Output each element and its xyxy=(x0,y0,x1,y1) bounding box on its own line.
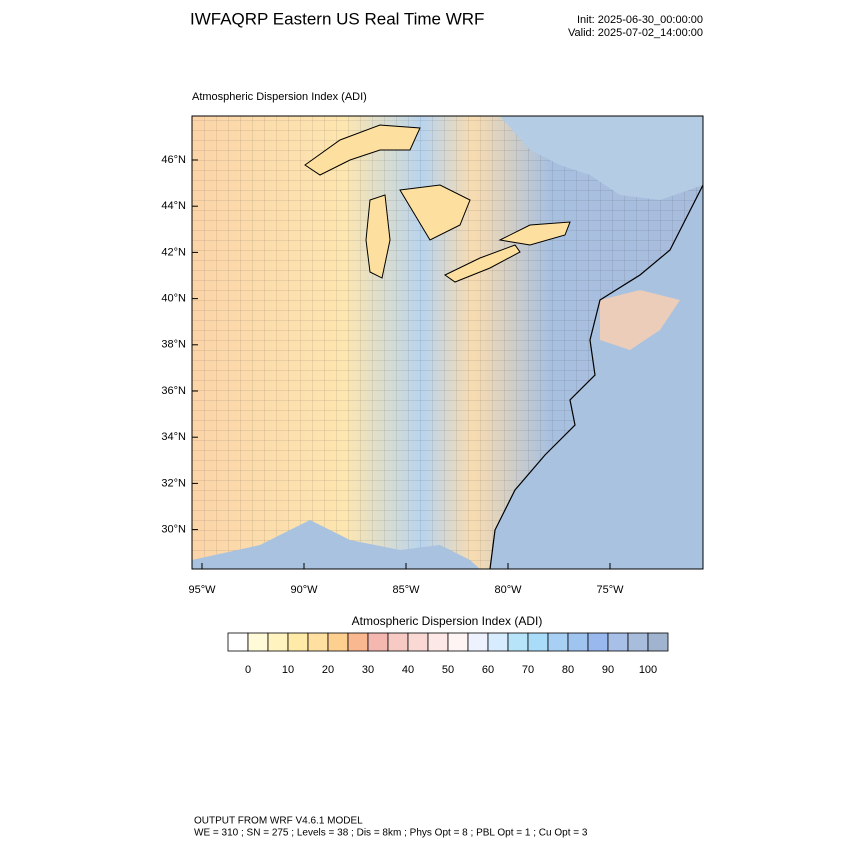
colorbar-label: 100 xyxy=(639,664,657,676)
colorbar-box xyxy=(407,632,429,652)
lake-erie xyxy=(444,244,521,283)
colorbar-box xyxy=(287,632,309,652)
colorbar-box xyxy=(327,632,349,652)
colorbar-box xyxy=(507,632,529,652)
lat-label: 38°N xyxy=(161,339,186,351)
colorbar-box xyxy=(447,632,469,652)
lat-label: 44°N xyxy=(161,200,186,212)
colorbar-box xyxy=(527,632,549,652)
colorbar-box xyxy=(367,632,389,652)
lat-label: 34°N xyxy=(161,431,186,443)
lake-superior xyxy=(304,124,421,176)
lat-label: 42°N xyxy=(161,246,186,258)
gulf xyxy=(192,520,480,569)
lat-label: 32°N xyxy=(161,477,186,489)
lake-huron xyxy=(399,184,471,241)
lat-label: 30°N xyxy=(161,524,186,536)
valid-time: Valid: 2025-07-02_14:00:00 xyxy=(568,27,703,39)
footer-line: OUTPUT FROM WRF V4.6.1 MODEL xyxy=(194,816,363,827)
lon-label: 85°W xyxy=(392,584,420,596)
colorbar-label: 90 xyxy=(602,664,614,676)
coastline xyxy=(489,184,703,569)
colorbar-box xyxy=(587,632,609,652)
colorbar-label: 60 xyxy=(482,664,494,676)
lon-label: 75°W xyxy=(596,584,624,596)
colorbar-box xyxy=(247,632,269,652)
colorbar-box xyxy=(567,632,589,652)
lon-label: 90°W xyxy=(290,584,318,596)
colorbar-label: 80 xyxy=(562,664,574,676)
map-title: Atmospheric Dispersion Index (ADI) xyxy=(192,91,367,103)
atlantic xyxy=(490,185,703,569)
lat-label: 46°N xyxy=(161,154,186,166)
colorbar-title: Atmospheric Dispersion Index (ADI) xyxy=(352,614,543,628)
map-area xyxy=(192,116,703,569)
colorbar-box xyxy=(647,632,669,652)
colorbar-box xyxy=(267,632,289,652)
map-ticks: 46°N 44°N 42°N 40°N 38°N 36°N 34°N 32°N 30°N 95°W… xyxy=(161,154,624,596)
colorbar-box xyxy=(307,632,329,652)
colorbar-box xyxy=(467,632,489,652)
colorbar-label: 30 xyxy=(362,664,374,676)
lon-label: 80°W xyxy=(494,584,522,596)
colorbar-box xyxy=(347,632,369,652)
colorbar-box xyxy=(427,632,449,652)
lon-label: 95°W xyxy=(188,584,216,596)
footer-line: WE = 310 ; SN = 275 ; Levels = 38 ; Dis … xyxy=(194,828,588,839)
colorbar-box xyxy=(607,632,629,652)
lake-michigan xyxy=(365,194,391,279)
colorbar-label: 10 xyxy=(282,664,294,676)
colorbar: 0 10 20 30 40 50 60 70 80 90 100 xyxy=(227,632,669,676)
colorbar-box xyxy=(547,632,569,652)
lat-label: 40°N xyxy=(161,293,186,305)
colorbar-label: 40 xyxy=(402,664,414,676)
colorbar-box xyxy=(627,632,649,652)
ocean-patch xyxy=(600,290,680,350)
title: IWFAQRP Eastern US Real Time WRF xyxy=(190,9,484,28)
colorbar-box xyxy=(387,632,409,652)
colorbar-label: 70 xyxy=(522,664,534,676)
colorbar-box xyxy=(227,632,249,652)
lat-label: 36°N xyxy=(161,385,186,397)
colorbar-box xyxy=(487,632,509,652)
colorbar-label: 50 xyxy=(442,664,454,676)
lake-ontario xyxy=(498,221,571,246)
colorbar-label: 20 xyxy=(322,664,334,676)
canada-water xyxy=(500,116,703,200)
init-time: Init: 2025-06-30_00:00:00 xyxy=(577,14,703,26)
colorbar-label: 0 xyxy=(245,664,251,676)
map-frame xyxy=(191,115,704,570)
